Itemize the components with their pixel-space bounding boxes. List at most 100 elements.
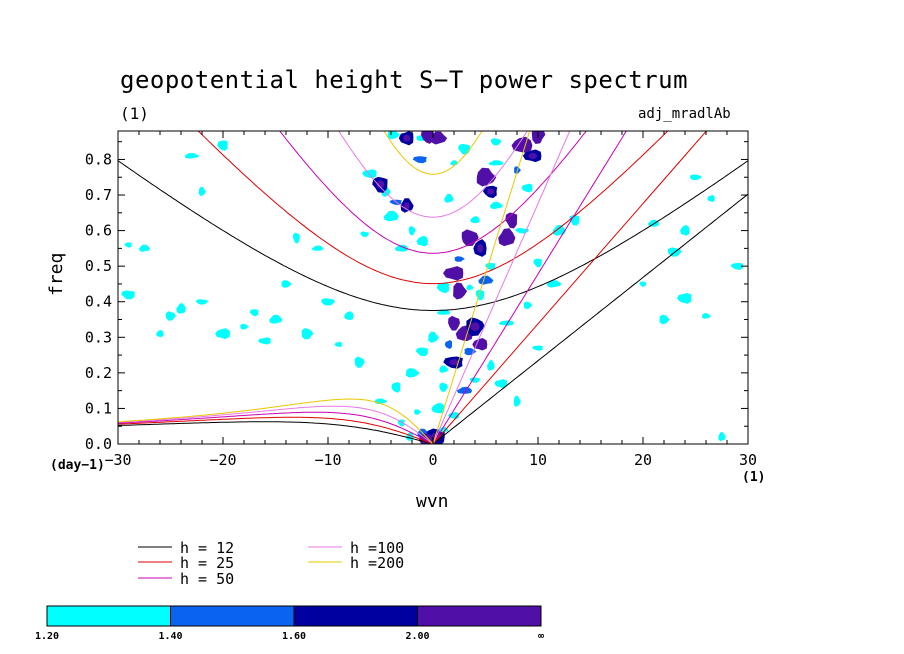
x-tick-label: 20 xyxy=(634,451,652,469)
power-region xyxy=(458,143,471,155)
colorbar-segment xyxy=(46,605,171,627)
power-region xyxy=(321,298,335,306)
power-region-core xyxy=(403,134,411,142)
dispersion-curve-rossby xyxy=(118,416,434,444)
colorbar-segment xyxy=(170,605,295,627)
power-region xyxy=(690,174,702,181)
power-region xyxy=(334,341,342,348)
power-region xyxy=(412,156,427,164)
colorbar-label: 1.60 xyxy=(282,631,306,642)
x-tick-label: 10 xyxy=(529,451,547,469)
power-region xyxy=(184,153,200,159)
dispersion-curve-rossby xyxy=(118,405,434,444)
power-region xyxy=(240,323,249,330)
power-region xyxy=(405,368,420,378)
power-region xyxy=(464,347,477,356)
y-tick-label: 0.0 xyxy=(85,435,112,453)
power-region xyxy=(389,199,402,205)
power-region xyxy=(647,219,660,227)
power-region xyxy=(360,231,369,237)
legend-label: h = 25 xyxy=(180,554,234,572)
power-region xyxy=(124,242,132,248)
power-region xyxy=(494,379,507,389)
axis-ticks xyxy=(117,131,749,445)
legend-label: h = 12 xyxy=(180,539,234,557)
y-tick-label: 0.2 xyxy=(85,364,112,382)
power-region xyxy=(677,293,692,304)
power-region xyxy=(281,280,292,288)
power-region xyxy=(416,235,428,247)
power-region xyxy=(217,140,228,151)
colorbar-label: ∞ xyxy=(538,631,544,642)
power-region-core xyxy=(449,359,459,366)
power-region xyxy=(466,284,474,291)
colorbar-label: 1.20 xyxy=(35,631,59,642)
power-region xyxy=(156,330,164,337)
power-region-core xyxy=(434,135,443,142)
x-tick-label: −20 xyxy=(209,451,236,469)
power-region xyxy=(391,382,401,393)
power-region xyxy=(439,382,448,392)
y-tick-label: 0.1 xyxy=(85,399,112,417)
dispersion-curve-wig xyxy=(383,131,483,175)
power-region xyxy=(383,210,399,222)
power-region-core xyxy=(403,202,410,210)
dispersion-curve-wig xyxy=(279,131,587,254)
power-region xyxy=(408,226,416,236)
power-region xyxy=(478,275,494,285)
power-region xyxy=(176,303,186,314)
y-tick-label: 0.8 xyxy=(85,150,112,168)
colorbar-segment xyxy=(293,605,418,627)
power-region xyxy=(659,314,670,325)
power-region xyxy=(639,281,647,287)
power-region xyxy=(121,290,135,300)
power-region xyxy=(311,245,324,251)
power-region xyxy=(523,301,533,310)
legend-label: h =100 xyxy=(350,539,404,557)
power-region xyxy=(292,232,300,244)
power-region xyxy=(498,320,514,326)
dispersion-curve-wig xyxy=(197,131,669,285)
power-region xyxy=(444,340,452,349)
colorbar-segment xyxy=(417,605,542,627)
power-region xyxy=(301,328,314,340)
power-region xyxy=(707,194,715,203)
power-region-core xyxy=(455,287,463,296)
dispersion-curve-rossby xyxy=(118,411,434,444)
power-region xyxy=(258,337,271,345)
power-region xyxy=(344,311,354,321)
y-axis-unit: (day−1) xyxy=(50,458,105,473)
power-region xyxy=(215,328,231,339)
power-region xyxy=(394,244,409,252)
power-region xyxy=(165,311,176,321)
y-tick-label: 0.6 xyxy=(85,222,112,240)
power-region xyxy=(436,282,450,294)
chart-title: geopotential height S−T power spectrum xyxy=(120,66,689,94)
power-region xyxy=(456,386,473,394)
y-tick-label: 0.5 xyxy=(85,257,112,275)
chart-subtitle-left: (1) xyxy=(120,104,149,123)
power-region xyxy=(428,331,439,343)
chart-subtitle-right: adj_mradlAb xyxy=(638,106,731,122)
legend-label: h = 50 xyxy=(180,570,234,588)
y-tick-label: 0.3 xyxy=(85,328,112,346)
dispersion-curve-rossby xyxy=(118,421,434,444)
power-region xyxy=(196,299,208,305)
power-region xyxy=(532,345,543,351)
power-region-core xyxy=(465,233,475,242)
power-region-core xyxy=(508,215,515,224)
power-region xyxy=(490,202,503,210)
power-region xyxy=(415,347,428,357)
x-axis-label: wvn xyxy=(416,491,449,512)
power-region xyxy=(680,225,690,236)
colorbar-label: 1.40 xyxy=(158,631,182,642)
dispersion-curve-kelvin xyxy=(432,131,531,444)
power-region xyxy=(718,432,726,442)
power-region-core xyxy=(450,319,458,327)
power-region xyxy=(491,138,502,146)
power-region xyxy=(198,186,206,197)
dispersion-curve-kelvin xyxy=(432,193,748,444)
power-region xyxy=(547,280,562,288)
